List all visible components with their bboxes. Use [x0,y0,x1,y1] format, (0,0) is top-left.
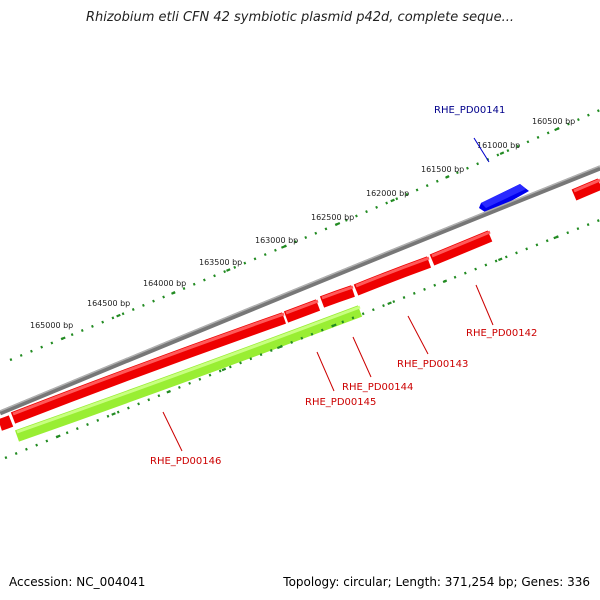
scale-label: 163000 bp [255,236,298,245]
topology-text: Topology: circular; Length: 371,254 bp; … [283,575,590,589]
gene-rhe-pd00144[interactable] [319,285,355,308]
scale-label: 163500 bp [199,258,242,267]
gene-rhe-pd00142[interactable] [429,230,493,266]
gene-labels: RHE_PD00141 RHE_PD00142 RHE_PD00143 RHE_… [150,105,537,467]
inner-scale-line [4,218,600,460]
gene-label[interactable]: RHE_PD00142 [466,328,537,339]
map-title: Rhizobium etli CFN 42 symbiotic plasmid … [85,10,515,25]
gene-label[interactable]: RHE_PD00141 [434,105,505,116]
gene-offscreen-right[interactable] [571,178,600,201]
gene-label[interactable]: RHE_PD00143 [397,359,468,370]
scale-label: 161000 bp [477,141,520,150]
gene-label[interactable]: RHE_PD00146 [150,456,221,467]
scale-label: 164000 bp [143,279,186,288]
gene-label[interactable]: RHE_PD00145 [305,397,376,408]
scale-label: 162000 bp [366,189,409,198]
gene-rhe-pd00143[interactable] [353,256,432,296]
inner-scale [4,218,600,460]
plasmid-backbone-highlight [0,165,600,412]
gene-rhe-pd00145-red[interactable] [283,299,321,323]
gene-leader-lines [162,137,494,452]
gene-label[interactable]: RHE_PD00144 [342,382,413,393]
scale-labels: 160500 bp 161000 bp 161500 bp 162000 bp … [30,117,575,330]
accession-text: Accession: NC_004041 [9,575,146,589]
scale-label: 160500 bp [532,117,575,126]
gene-offscreen-left[interactable] [0,415,14,431]
gene-rhe-pd00141[interactable] [479,184,529,214]
plasmid-backbone [0,165,600,416]
scale-label: 165000 bp [30,321,73,330]
scale-label: 164500 bp [87,299,130,308]
gene-rhe-pd00146[interactable] [10,312,286,424]
scale-label: 162500 bp [311,213,354,222]
scale-label: 161500 bp [421,165,464,174]
gene-rhe-pd00145[interactable] [15,305,363,442]
